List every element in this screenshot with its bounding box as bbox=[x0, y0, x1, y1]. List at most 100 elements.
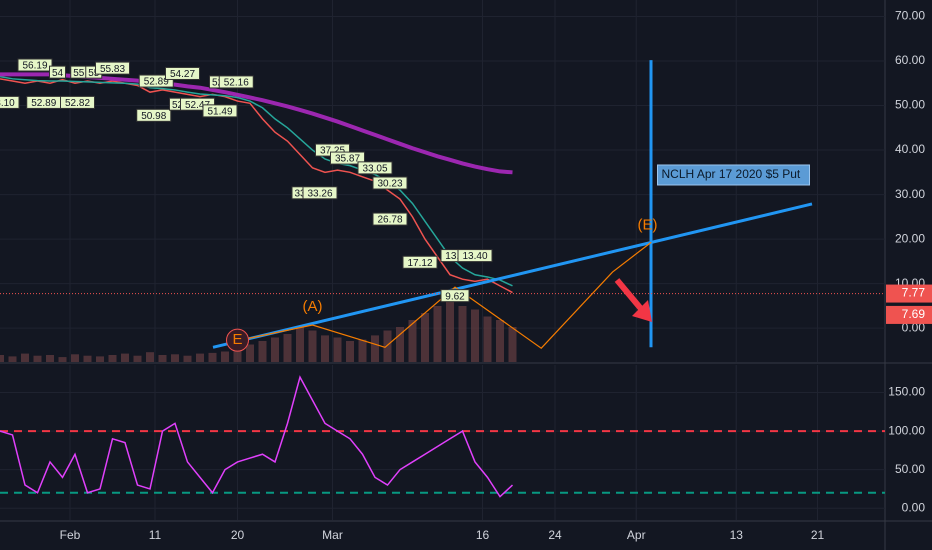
annotation-label: 54.27 bbox=[170, 69, 195, 80]
annotation-box bbox=[95, 61, 130, 75]
volume-bar bbox=[158, 355, 167, 362]
annotation-label: 52.16 bbox=[224, 78, 249, 89]
y-tick-label: 60.00 bbox=[895, 53, 925, 67]
volume-bar bbox=[58, 357, 67, 362]
x-tick-label: 16 bbox=[476, 528, 490, 542]
annotation-box bbox=[330, 151, 365, 165]
y-tick-label: 40.00 bbox=[895, 142, 925, 156]
annotation-label: 13.40 bbox=[462, 251, 487, 262]
annotation-box bbox=[402, 255, 438, 269]
volume-bar bbox=[96, 356, 104, 362]
volume-bar bbox=[471, 309, 479, 362]
volume-bar bbox=[0, 355, 4, 362]
volume-bar bbox=[233, 348, 242, 362]
volume-bar bbox=[508, 327, 517, 362]
annotation-label: 33 bbox=[294, 188, 306, 199]
y-tick-label: 50.00 bbox=[895, 462, 925, 476]
x-tick-label: Apr bbox=[627, 528, 646, 542]
wave-circle bbox=[226, 328, 249, 352]
annotation-box bbox=[457, 249, 493, 263]
volume-bar bbox=[133, 355, 142, 362]
y-tick-label: 50.00 bbox=[895, 98, 925, 112]
annotation-label: 52 bbox=[212, 78, 224, 89]
volume-bar bbox=[171, 354, 179, 362]
x-tick-label: Feb bbox=[60, 528, 81, 542]
volume-bar bbox=[221, 351, 229, 362]
volume-bar bbox=[421, 313, 429, 362]
wave-label: (A) bbox=[303, 298, 323, 315]
x-tick-label: 24 bbox=[548, 528, 562, 542]
arrow-head bbox=[632, 300, 652, 322]
y-tick-label: 100.00 bbox=[888, 423, 925, 437]
volume-bar bbox=[396, 327, 404, 362]
annotation-label: 17.12 bbox=[407, 258, 432, 269]
volume-bar bbox=[246, 344, 254, 362]
annotation-box bbox=[49, 65, 66, 79]
note-label: NCLH Apr 17 2020 $5 Put bbox=[662, 167, 801, 181]
price-label-box bbox=[886, 284, 932, 303]
volume-bar bbox=[433, 306, 442, 362]
volume-bar bbox=[71, 354, 79, 362]
volume-bar bbox=[183, 355, 192, 362]
volume-bar bbox=[358, 339, 367, 362]
volume-bar bbox=[371, 335, 379, 362]
volume-bar bbox=[208, 352, 217, 362]
annotation-label: 33.05 bbox=[362, 164, 387, 175]
annotation-label: 55.83 bbox=[100, 64, 125, 75]
annotation-box bbox=[138, 74, 174, 88]
volume-bar bbox=[83, 355, 92, 362]
annotation-label: 55 bbox=[73, 68, 85, 79]
y-tick-label: 30.00 bbox=[895, 187, 925, 201]
volume-bar bbox=[108, 355, 117, 362]
volume-bar bbox=[33, 355, 42, 362]
annotation-box bbox=[357, 161, 393, 175]
annotation-box bbox=[0, 95, 20, 109]
annotation-label: 52.82 bbox=[65, 98, 90, 109]
annotation-label: 51.49 bbox=[207, 107, 232, 118]
volume-bar bbox=[258, 341, 267, 362]
annotation-box bbox=[372, 212, 408, 226]
wave-label: E bbox=[232, 331, 242, 348]
y-tick-label: 20.00 bbox=[895, 231, 925, 245]
series-line bbox=[0, 75, 513, 287]
volume-bar bbox=[346, 341, 354, 362]
x-tick-label: 21 bbox=[811, 528, 825, 542]
arrow bbox=[614, 278, 645, 312]
volume-bar bbox=[8, 356, 17, 362]
annotation-label: 56.19 bbox=[22, 61, 47, 72]
volume-bar bbox=[283, 334, 292, 362]
y-tick-label: 70.00 bbox=[895, 9, 925, 23]
annotation-label: 30.23 bbox=[377, 179, 402, 190]
volume-bar bbox=[483, 316, 492, 362]
drawn-line bbox=[212, 202, 813, 349]
annotation-box bbox=[440, 289, 470, 303]
drawn-line bbox=[239, 241, 652, 349]
volume-bar bbox=[446, 295, 454, 362]
volume-bar bbox=[121, 353, 129, 362]
annotation-label: 37.25 bbox=[320, 146, 345, 157]
y-tick-label: 0.00 bbox=[902, 500, 926, 514]
annotation-box bbox=[202, 104, 238, 118]
volume-bar bbox=[496, 320, 504, 362]
y-tick-label: 150.00 bbox=[888, 385, 925, 399]
volume-bar bbox=[271, 337, 279, 362]
volume-bar bbox=[321, 335, 329, 362]
annotation-label: 26.78 bbox=[377, 215, 402, 226]
annotation-label: 54 bbox=[52, 68, 64, 79]
wave-label: (E) bbox=[638, 216, 658, 233]
annotation-label: 33.26 bbox=[307, 188, 332, 199]
price-label: 7.69 bbox=[902, 307, 926, 321]
annotation-label: 13.1 bbox=[445, 251, 465, 262]
price-label-box bbox=[886, 305, 932, 324]
annotation-label: 52.89 bbox=[31, 98, 56, 109]
annotation-label: 35.87 bbox=[335, 154, 360, 165]
annotation-label: 52.89 bbox=[144, 77, 169, 88]
annotation-label: 50.98 bbox=[141, 111, 166, 122]
annotation-box bbox=[302, 186, 338, 200]
annotation-label: 55 bbox=[88, 68, 100, 79]
volume-bar bbox=[296, 327, 304, 362]
annotation-label: 9.62 bbox=[445, 291, 465, 302]
annotation-label: 52.47 bbox=[185, 100, 210, 111]
volume-bar bbox=[196, 353, 204, 362]
volume-bar bbox=[308, 330, 317, 362]
